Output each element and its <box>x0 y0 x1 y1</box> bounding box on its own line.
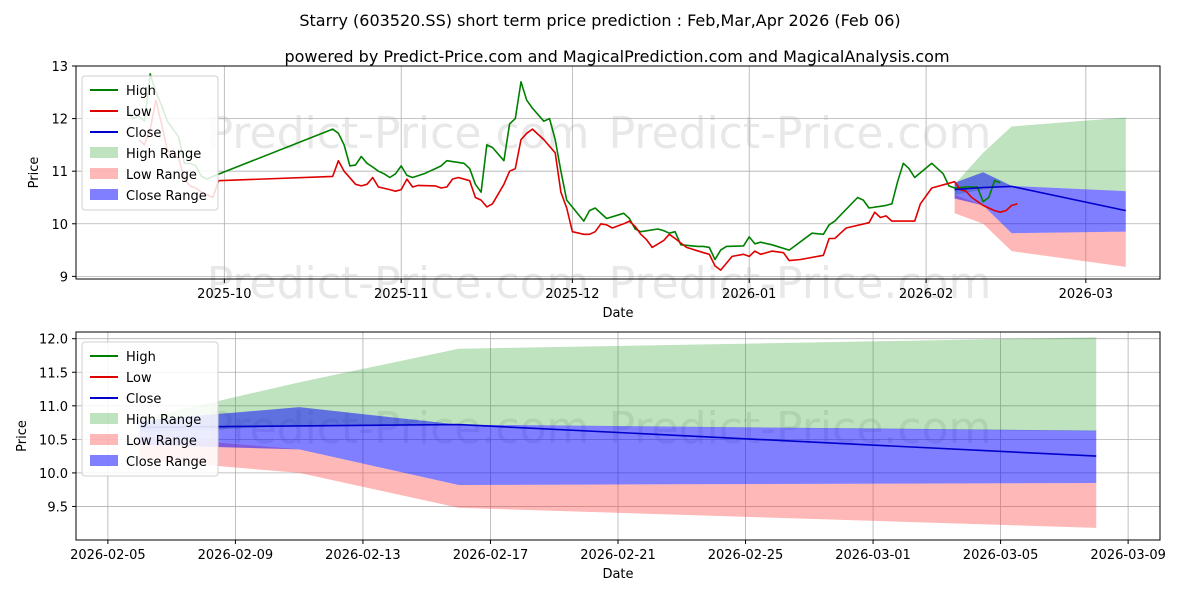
legend-swatch-high-range <box>90 147 118 158</box>
y-tick-label: 11 <box>51 165 68 180</box>
high-range-band <box>139 337 1097 433</box>
y-tick-label: 11.5 <box>39 366 68 381</box>
high-line <box>126 73 1001 261</box>
legend-label-close-range: Close Range <box>126 455 207 470</box>
watermark-text: Predict-Price.com <box>207 258 590 309</box>
x-tick-label: 2026-02-25 <box>708 548 784 563</box>
close-line <box>139 423 1097 457</box>
watermark-text: Predict-Price.com <box>609 108 992 159</box>
legend-box <box>81 341 219 477</box>
legend-label-low-range: Low Range <box>126 168 197 183</box>
low-range-band <box>954 194 1126 267</box>
y-axis-label: Price <box>27 157 42 189</box>
x-axis-label: Date <box>602 567 633 582</box>
x-tick-label: 2026-02-09 <box>198 548 274 563</box>
y-tick-label: 13 <box>51 60 68 75</box>
x-tick-label: 2026-02-21 <box>580 548 656 563</box>
legend-label-low-range: Low Range <box>126 434 197 449</box>
high-range-band <box>954 117 1126 195</box>
legend: High Low Close High Range Low Range Close Ran… <box>81 341 219 477</box>
legend-box <box>81 75 219 211</box>
y-tick-label: 11.0 <box>39 400 68 415</box>
y-tick-label: 9 <box>60 270 68 285</box>
x-tick-label: 2025-10 <box>197 287 251 302</box>
y-tick-label: 10.5 <box>39 433 68 448</box>
watermark-text: Predict-Price.com <box>207 108 590 159</box>
y-tick-label: 10.0 <box>39 467 68 482</box>
legend-label-low: Low <box>126 371 152 386</box>
x-tick-label: 2026-01 <box>722 287 776 302</box>
y-tick-label: 9.5 <box>47 500 68 515</box>
y-tick-label: 12 <box>51 113 68 128</box>
legend-label-close: Close <box>126 392 161 407</box>
x-tick-label: 2025-11 <box>374 287 428 302</box>
y-axis-label: Price <box>15 420 30 452</box>
legend-swatch-close-range <box>90 189 118 200</box>
x-tick-label: 2026-03-05 <box>963 548 1039 563</box>
chart-subtitle: powered by Predict-Price.com and Magical… <box>284 47 949 66</box>
chart-title: Starry (603520.SS) short term price pred… <box>299 11 900 30</box>
legend-label-high-range: High Range <box>126 147 201 162</box>
watermark-text: Predict-Price.com <box>609 258 992 309</box>
legend-swatch-low-range <box>90 168 118 179</box>
legend-swatch-close-range <box>90 455 118 466</box>
plot-frame <box>75 65 1161 280</box>
x-tick-label: 2026-02-05 <box>70 548 146 563</box>
legend-swatch-high-range <box>90 413 118 424</box>
bottom-panel: Predict-Price.comPredict-Price.com2026-0… <box>15 331 1166 582</box>
x-tick-label: 2026-02 <box>899 287 953 302</box>
legend-label-low: Low <box>126 105 152 120</box>
legend-label-high: High <box>126 350 156 365</box>
legend-label-close-range: Close Range <box>126 189 207 204</box>
legend-label-high-range: High Range <box>126 413 201 428</box>
close-range-band <box>139 407 1097 485</box>
low-line <box>138 99 1018 271</box>
x-tick-label: 2026-03-09 <box>1090 548 1166 563</box>
close-line <box>954 185 1126 212</box>
x-tick-label: 2026-02-17 <box>453 548 529 563</box>
legend-swatch-low-range <box>90 434 118 445</box>
low-range-band <box>139 436 1097 528</box>
x-tick-label: 2026-03 <box>1059 287 1113 302</box>
x-axis-label: Date <box>602 306 633 321</box>
legend-label-close: Close <box>126 126 161 141</box>
x-tick-label: 2026-03-01 <box>835 548 911 563</box>
legend: High Low Close High Range Low Range Close Ran… <box>81 75 219 211</box>
top-panel: Predict-Price.com Predict-Price.com Predic… <box>27 60 1161 321</box>
legend-label-high: High <box>126 84 156 99</box>
y-tick-label: 10 <box>51 218 68 233</box>
y-tick-label: 12.0 <box>39 333 68 348</box>
x-tick-label: 2026-02-13 <box>325 548 401 563</box>
x-tick-label: 2025-12 <box>545 287 599 302</box>
